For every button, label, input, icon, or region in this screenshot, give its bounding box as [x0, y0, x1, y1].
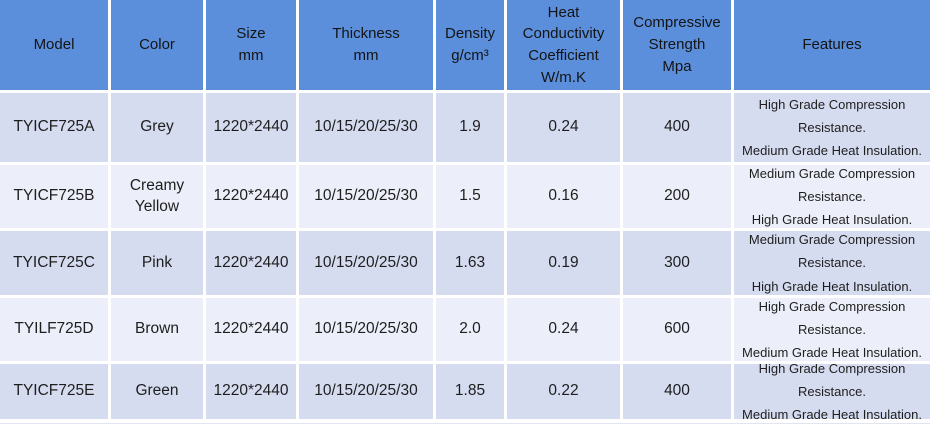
cell-thickness: 10/15/20/25/30: [299, 231, 433, 295]
cell-thickness: 10/15/20/25/30: [299, 298, 433, 361]
column-header-strength: Compressive Strength Mpa: [623, 0, 731, 90]
cell-density: 1.5: [436, 165, 504, 228]
cell-size: 1220*2440: [206, 93, 296, 162]
cell-model: TYICF725E: [0, 364, 108, 419]
column-header-heat: Heat Conductivity Coefficient W/m.K: [507, 0, 620, 90]
cell-features: High Grade Compression Resistance. Mediu…: [734, 298, 930, 361]
cell-strength: 400: [623, 364, 731, 419]
cell-color: Pink: [111, 231, 203, 295]
column-header-thickness: Thickness mm: [299, 0, 433, 90]
cell-model: TYICF725C: [0, 231, 108, 295]
cell-strength: 300: [623, 231, 731, 295]
cell-color: Grey: [111, 93, 203, 162]
cell-density: 1.63: [436, 231, 504, 295]
cell-thickness: 10/15/20/25/30: [299, 364, 433, 419]
cell-strength: 600: [623, 298, 731, 361]
column-header-size: Size mm: [206, 0, 296, 90]
cell-heat: 0.24: [507, 93, 620, 162]
cell-size: 1220*2440: [206, 231, 296, 295]
cell-color: Brown: [111, 298, 203, 361]
cell-density: 2.0: [436, 298, 504, 361]
cell-model: TYICF725A: [0, 93, 108, 162]
cell-thickness: 10/15/20/25/30: [299, 93, 433, 162]
cell-size: 1220*2440: [206, 165, 296, 228]
cell-features: High Grade Compression Resistance. Mediu…: [734, 364, 930, 419]
cell-color: Green: [111, 364, 203, 419]
cell-heat: 0.24: [507, 298, 620, 361]
cell-size: 1220*2440: [206, 364, 296, 419]
column-header-features: Features: [734, 0, 930, 90]
cell-density: 1.85: [436, 364, 504, 419]
cell-thickness: 10/15/20/25/30: [299, 165, 433, 228]
cell-size: 1220*2440: [206, 298, 296, 361]
cell-strength: 400: [623, 93, 731, 162]
column-header-color: Color: [111, 0, 203, 90]
cell-color: Creamy Yellow: [111, 165, 203, 228]
cell-features: Medium Grade Compression Resistance. Hig…: [734, 231, 930, 295]
cell-heat: 0.19: [507, 231, 620, 295]
table-bottom-gap: [0, 419, 930, 424]
column-header-density: Density g/cm³: [436, 0, 504, 90]
cell-heat: 0.22: [507, 364, 620, 419]
cell-strength: 200: [623, 165, 731, 228]
cell-model: TYICF725B: [0, 165, 108, 228]
cell-model: TYILF725D: [0, 298, 108, 361]
cell-heat: 0.16: [507, 165, 620, 228]
column-header-model: Model: [0, 0, 108, 90]
cell-features: High Grade Compression Resistance. Mediu…: [734, 93, 930, 162]
cell-density: 1.9: [436, 93, 504, 162]
cell-features: Medium Grade Compression Resistance. Hig…: [734, 165, 930, 228]
